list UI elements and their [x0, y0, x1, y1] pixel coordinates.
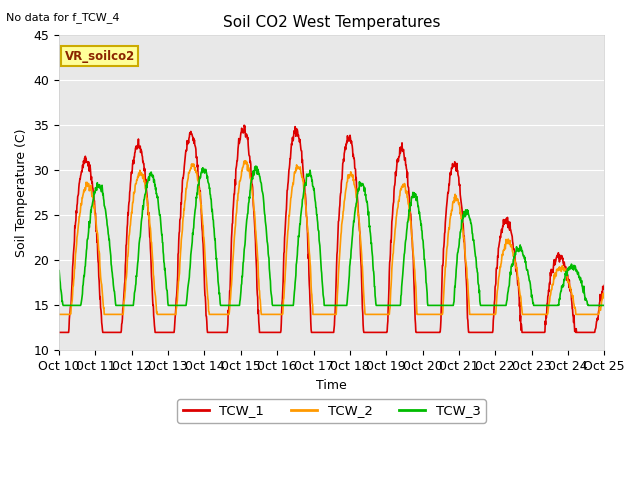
- TCW_2: [55, 312, 63, 317]
- TCW_2: [120, 306, 127, 312]
- TCW_1: [241, 122, 248, 128]
- TCW_1: [298, 160, 306, 166]
- TCW_2: [308, 292, 316, 298]
- TCW_2: [97, 280, 105, 286]
- Line: TCW_3: TCW_3: [59, 166, 604, 305]
- TCW_2: [242, 158, 250, 164]
- Text: VR_soilco2: VR_soilco2: [65, 49, 135, 62]
- TCW_2: [366, 312, 374, 317]
- TCW_3: [252, 163, 259, 169]
- TCW_1: [97, 312, 105, 318]
- TCW_3: [299, 196, 307, 202]
- TCW_2: [287, 195, 294, 201]
- TCW_2: [600, 290, 608, 296]
- X-axis label: Time: Time: [316, 379, 347, 392]
- TCW_3: [98, 188, 106, 194]
- TCW_3: [600, 302, 608, 308]
- TCW_3: [287, 302, 295, 308]
- Title: Soil CO2 West Temperatures: Soil CO2 West Temperatures: [223, 15, 440, 30]
- TCW_3: [308, 178, 316, 183]
- TCW_1: [366, 329, 374, 335]
- TCW_3: [120, 302, 128, 308]
- TCW_2: [298, 174, 306, 180]
- TCW_1: [287, 150, 294, 156]
- TCW_1: [120, 299, 127, 304]
- TCW_3: [60, 302, 67, 308]
- TCW_1: [600, 283, 608, 288]
- TCW_1: [55, 329, 63, 335]
- TCW_3: [366, 228, 374, 234]
- Line: TCW_2: TCW_2: [59, 161, 604, 314]
- Y-axis label: Soil Temperature (C): Soil Temperature (C): [15, 129, 28, 257]
- TCW_1: [308, 329, 316, 335]
- Line: TCW_1: TCW_1: [59, 125, 604, 332]
- Legend: TCW_1, TCW_2, TCW_3: TCW_1, TCW_2, TCW_3: [177, 399, 486, 422]
- Text: No data for f_TCW_4: No data for f_TCW_4: [6, 12, 120, 23]
- TCW_3: [55, 268, 63, 274]
